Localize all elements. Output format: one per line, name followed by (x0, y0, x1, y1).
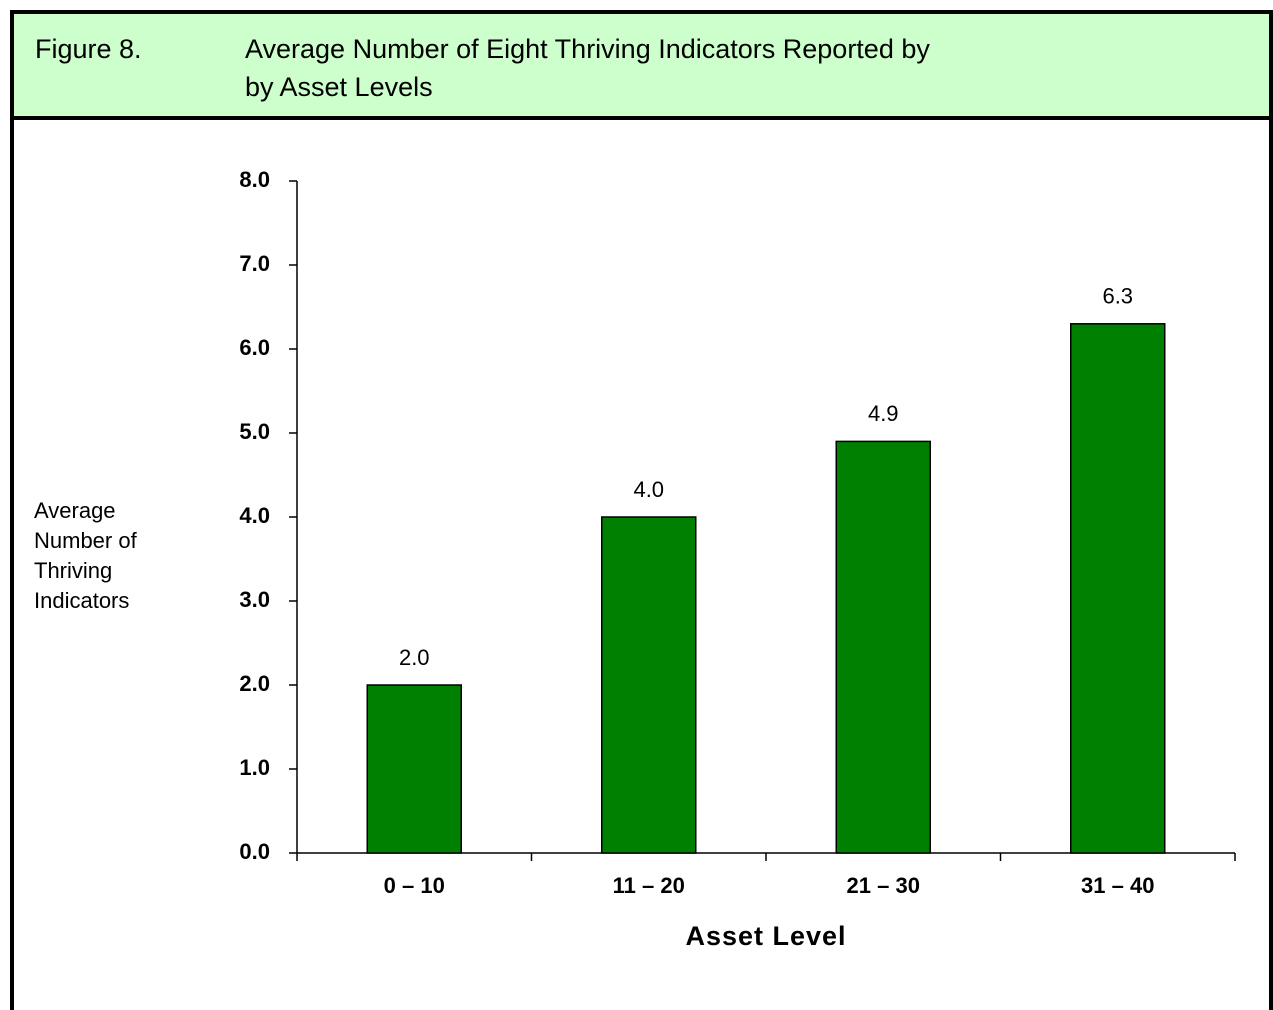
chart-title: Average Number of Eight Thriving Indicat… (245, 34, 930, 64)
x-axis-label: Asset Level (685, 921, 846, 951)
value-label: 4.9 (868, 401, 899, 426)
bar (366, 684, 462, 854)
x-tick-label: 11 – 20 (613, 873, 685, 898)
y-tick-label: 7.0 (239, 251, 270, 276)
y-tick-label: 0.0 (239, 839, 270, 864)
y-axis-label: Thriving (34, 558, 112, 583)
y-axis-label: Number of (34, 528, 138, 553)
chart-title: by Asset Levels (245, 72, 433, 102)
y-tick-label: 5.0 (239, 419, 270, 444)
y-tick-label: 2.0 (239, 671, 270, 696)
figure-frame: Figure 8. Average Number of Eight Thrivi… (10, 10, 1273, 1010)
x-tick-label: 31 – 40 (1081, 873, 1154, 898)
value-label: 4.0 (633, 477, 664, 502)
figure-label: Figure 8. (35, 34, 142, 64)
value-label: 6.3 (1102, 284, 1133, 309)
x-tick-label: 0 – 10 (384, 873, 445, 898)
bar (835, 440, 931, 854)
y-tick-label: 8.0 (239, 167, 270, 192)
y-axis-label: Average (34, 498, 116, 523)
bar (1070, 323, 1166, 854)
y-tick-label: 1.0 (239, 755, 270, 780)
x-tick-label: 21 – 30 (847, 873, 920, 898)
y-tick-label: 3.0 (239, 587, 270, 612)
y-axis-label: Indicators (34, 588, 129, 613)
y-tick-label: 6.0 (239, 335, 270, 360)
y-tick-label: 4.0 (239, 503, 270, 528)
bar (601, 516, 697, 854)
value-label: 2.0 (399, 645, 430, 670)
figure-header: Figure 8. Average Number of Eight Thrivi… (14, 14, 1269, 120)
